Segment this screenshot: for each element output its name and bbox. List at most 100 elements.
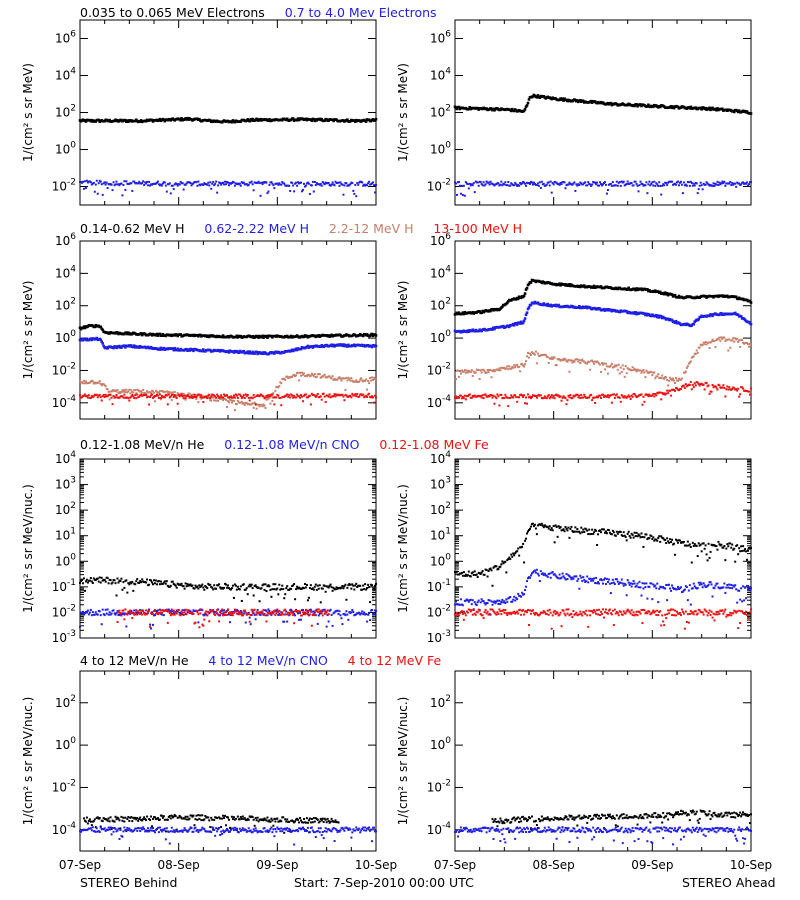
- series-0-1-0: [453, 93, 753, 115]
- data-point: [186, 116, 189, 120]
- data-point: [251, 350, 254, 354]
- y-tick-label-1-0-0: 100: [55, 329, 76, 345]
- data-point: [663, 291, 667, 294]
- y-tick-label-2-1--1: 10-1: [427, 578, 451, 594]
- data-point: [251, 117, 254, 121]
- data-point: [320, 611, 323, 614]
- row-title-2: 0.12-1.08 MeV/n He 0.12-1.08 MeV/n CNO 0…: [80, 437, 489, 452]
- data-point: [254, 618, 257, 621]
- data-point: [597, 361, 600, 364]
- y-tick-label-1-1-4: 104: [430, 264, 451, 280]
- data-point: [473, 191, 476, 194]
- data-point: [721, 337, 724, 340]
- data-point: [361, 334, 365, 338]
- data-point: [514, 321, 518, 325]
- data-point: [591, 399, 594, 402]
- data-point: [298, 395, 301, 398]
- data-point: [551, 182, 554, 185]
- data-point: [288, 588, 291, 591]
- data-point: [158, 117, 162, 121]
- data-point: [178, 117, 181, 121]
- data-point: [594, 181, 597, 184]
- data-point: [514, 366, 517, 369]
- data-point: [364, 379, 367, 382]
- data-point: [125, 388, 128, 391]
- series-1-0-0: [78, 323, 378, 339]
- data-point: [650, 182, 653, 185]
- data-point: [265, 334, 268, 338]
- data-point: [266, 336, 269, 339]
- data-point: [236, 399, 239, 402]
- data-point: [302, 587, 305, 590]
- data-point: [225, 183, 228, 186]
- data-point: [646, 192, 649, 195]
- data-point: [255, 117, 258, 121]
- data-point: [510, 107, 514, 111]
- data-point: [93, 325, 97, 329]
- data-point: [529, 281, 533, 284]
- data-point: [202, 400, 205, 403]
- data-point: [331, 624, 334, 627]
- data-point: [258, 182, 261, 185]
- data-point: [214, 399, 217, 402]
- y-tick-exp: -2: [442, 361, 451, 371]
- data-point: [327, 620, 330, 623]
- data-point: [512, 109, 516, 113]
- data-point: [151, 393, 154, 396]
- y-tick-exp: 0: [445, 552, 451, 562]
- data-point: [476, 181, 479, 184]
- data-point: [310, 119, 314, 123]
- data-point: [308, 613, 311, 616]
- data-point: [669, 376, 672, 379]
- data-point: [454, 182, 457, 185]
- data-point: [169, 584, 172, 587]
- data-point: [204, 584, 207, 587]
- data-point: [674, 381, 677, 384]
- data-point: [469, 184, 472, 187]
- data-point: [163, 119, 167, 123]
- data-point: [553, 356, 556, 359]
- data-point: [526, 101, 530, 105]
- data-point: [749, 393, 752, 396]
- data-point: [301, 400, 304, 403]
- data-point: [224, 180, 227, 183]
- data-point: [347, 395, 350, 398]
- data-point: [366, 184, 369, 187]
- data-point: [661, 391, 664, 394]
- data-point: [693, 382, 696, 385]
- data-point: [479, 180, 482, 183]
- data-point: [339, 614, 342, 617]
- data-point: [721, 386, 724, 389]
- data-point: [457, 105, 461, 109]
- data-point: [485, 371, 488, 374]
- data-point: [716, 180, 719, 183]
- data-point: [654, 313, 658, 317]
- data-point: [188, 392, 191, 395]
- data-point: [631, 395, 634, 398]
- data-point: [497, 182, 500, 185]
- data-point: [269, 588, 272, 591]
- data-point: [370, 345, 374, 349]
- data-point: [480, 183, 483, 186]
- data-point: [671, 180, 674, 183]
- data-point: [665, 182, 668, 185]
- data-point: [293, 394, 296, 397]
- data-point: [525, 396, 528, 399]
- data-point: [156, 394, 159, 397]
- data-point: [207, 582, 210, 585]
- y-tick-exp: -3: [442, 629, 451, 639]
- data-point: [507, 180, 510, 183]
- data-point: [245, 587, 248, 590]
- y-tick-base: 10: [52, 605, 67, 619]
- data-point: [339, 377, 342, 380]
- y-tick-exp: -1: [67, 578, 76, 588]
- data-point: [513, 184, 516, 187]
- data-point: [168, 182, 171, 185]
- data-point: [567, 394, 570, 397]
- data-point: [135, 392, 138, 395]
- data-point: [193, 587, 196, 590]
- data-point: [277, 183, 280, 186]
- data-point: [146, 390, 149, 393]
- data-point: [618, 310, 622, 314]
- data-point: [145, 394, 148, 397]
